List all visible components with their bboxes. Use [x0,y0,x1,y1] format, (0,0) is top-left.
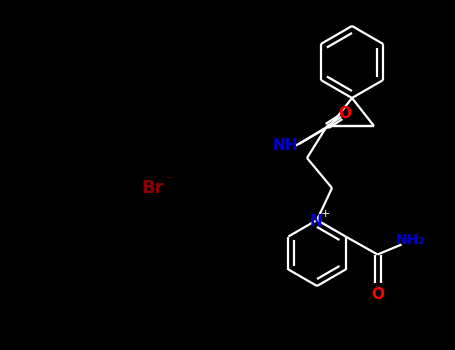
Text: Br: Br [142,179,164,197]
Text: NH: NH [272,139,298,154]
Text: O: O [371,287,384,302]
Text: +: + [320,209,330,219]
Text: O: O [339,106,352,121]
Text: NH₂: NH₂ [396,233,425,247]
Text: ⁻: ⁻ [165,175,172,188]
Text: N: N [309,214,323,229]
